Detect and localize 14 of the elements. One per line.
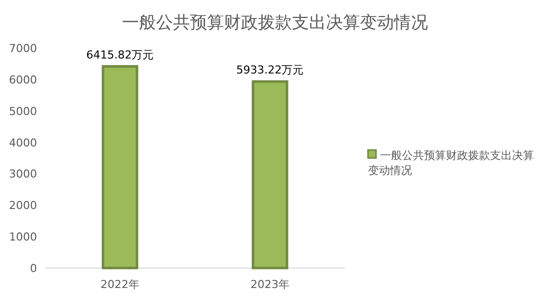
data-label: 5933.22万元 — [236, 64, 304, 77]
y-tick-label: 7000 — [9, 42, 37, 55]
data-label: 6415.82万元 — [86, 48, 154, 62]
y-tick-label: 3000 — [9, 168, 37, 181]
x-tick-label: 2022年 — [100, 278, 140, 291]
y-tick-label: 6000 — [9, 73, 37, 86]
y-tick-label: 1000 — [9, 230, 37, 244]
chart-title: 一般公共预算财政拨款支出决算变动情况 — [122, 13, 428, 32]
y-tick-label: 4000 — [9, 136, 37, 150]
y-tick-label: 0 — [30, 262, 37, 275]
y-tick-label: 5000 — [9, 104, 37, 118]
x-tick-label: 2023年 — [250, 278, 290, 291]
legend: 一般公共预算财政拨款支出决算变动情况 — [367, 149, 534, 177]
y-tick-label: 2000 — [9, 199, 37, 212]
